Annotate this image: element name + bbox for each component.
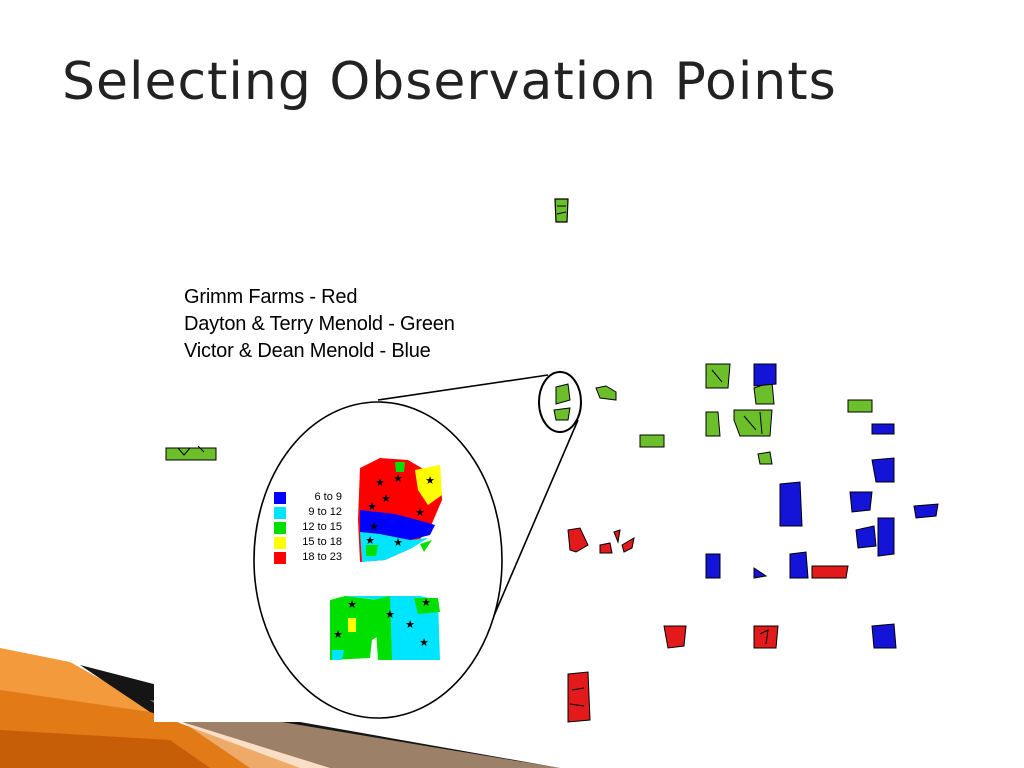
legend-swatch <box>274 507 286 519</box>
legend-swatch <box>274 492 286 504</box>
legend-swatch <box>274 522 286 534</box>
zoom-line-upper <box>377 374 549 401</box>
magnified-field-north <box>358 458 442 562</box>
observation-point-star-icon: ★ <box>405 618 415 631</box>
observation-points: ★ ★ ★★★ ★★★ ★★★★★★★ <box>333 472 435 649</box>
legend-label: 18 to 23 <box>302 551 342 563</box>
observation-point-star-icon: ★ <box>419 636 429 649</box>
observation-point-star-icon: ★ <box>333 628 343 641</box>
magnified-field-south <box>330 596 440 660</box>
owner-label-victor-dean: Victor & Dean Menold - Blue <box>184 340 431 362</box>
field-green-far-left <box>165 445 217 461</box>
selection-circle <box>538 371 582 433</box>
fields-blue <box>705 363 939 649</box>
observation-point-star-icon: ★ <box>369 520 379 533</box>
legend-swatch <box>274 552 286 564</box>
legend-swatch <box>274 537 286 549</box>
observation-point-star-icon: ★ <box>425 474 435 487</box>
observation-point-star-icon: ★ <box>421 596 431 609</box>
legend-label: 6 to 9 <box>314 491 342 503</box>
observation-point-star-icon: ★ <box>365 534 375 547</box>
field-green-circled <box>553 383 571 421</box>
observation-point-star-icon: ★ <box>393 536 403 549</box>
observation-point-star-icon: ★ <box>367 500 377 513</box>
observation-point-star-icon: ★ <box>393 472 403 485</box>
owner-label-dayton-terry: Dayton & Terry Menold - Green <box>184 313 455 335</box>
observation-point-star-icon: ★ <box>415 506 425 519</box>
legend-label: 12 to 15 <box>302 521 342 533</box>
observation-point-star-icon: ★ <box>347 598 357 611</box>
owner-label-grimm: Grimm Farms - Red <box>184 286 358 308</box>
legend-label: 15 to 18 <box>302 536 342 548</box>
field-green-top <box>554 198 569 223</box>
observation-point-star-icon: ★ <box>381 492 391 505</box>
fields-red <box>567 527 849 723</box>
slide-title: Selecting Observation Points <box>62 52 837 112</box>
zoom-line-lower <box>486 419 579 633</box>
fields-green <box>595 363 873 465</box>
legend-label: 9 to 12 <box>308 506 342 518</box>
observation-point-star-icon: ★ <box>375 476 385 489</box>
observation-point-star-icon: ★ <box>385 608 395 621</box>
